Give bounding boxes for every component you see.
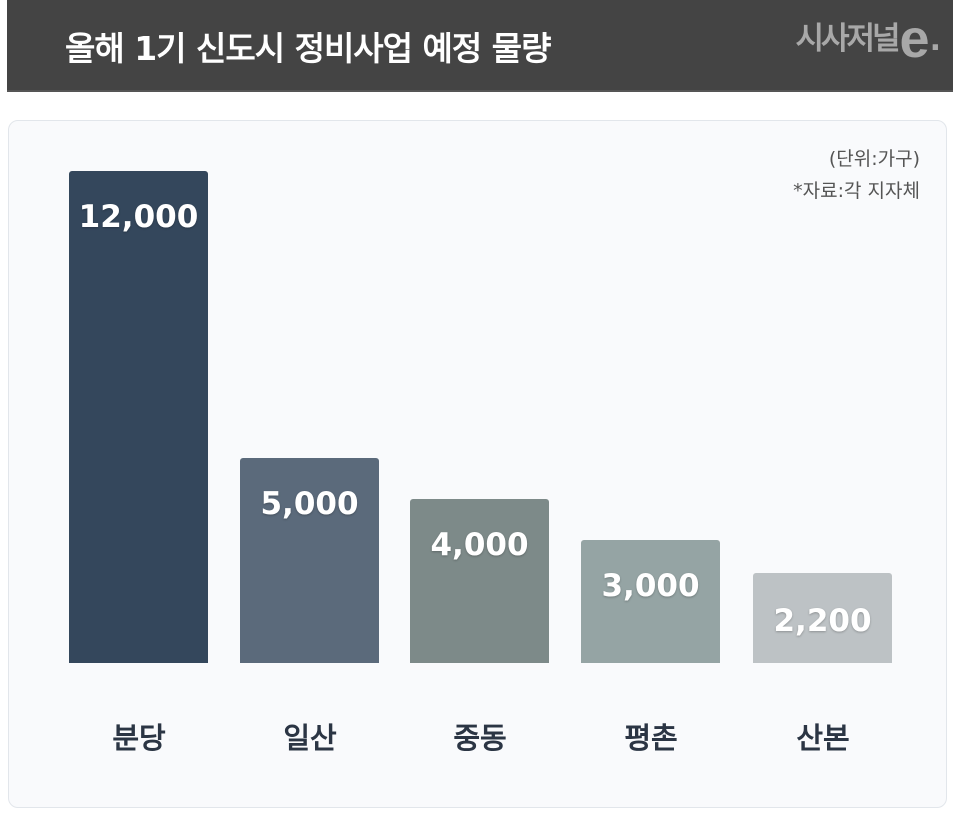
logo-dot: . xyxy=(929,23,941,58)
chart-card: (단위:가구) *자료:각 지자체 12,000 분당 5,000 일산 4,000 중동… xyxy=(8,120,947,808)
category-label: 평촌 xyxy=(624,721,678,755)
bar-1: 5,000 xyxy=(240,458,379,663)
chart-notes: (단위:가구) *자료:각 지자체 xyxy=(793,143,920,207)
publisher-logo: 시사저널 e . xyxy=(795,9,941,69)
unit-note: (단위:가구) xyxy=(828,148,920,170)
chart-header: 올해 1기 신도시 정비사업 예정 물량 시사저널 e . xyxy=(7,0,953,92)
bar-3: 3,000 xyxy=(581,540,720,663)
bar-4: 2,200 xyxy=(753,573,892,663)
bar-0: 12,000 xyxy=(69,171,208,663)
source-note: *자료:각 지자체 xyxy=(793,180,920,202)
logo-e-icon: e xyxy=(899,9,930,69)
bar-2: 4,000 xyxy=(410,499,549,663)
bar-value-label: 4,000 xyxy=(430,527,529,563)
bar-value-label: 3,000 xyxy=(601,568,700,604)
chart-title: 올해 1기 신도시 정비사업 예정 물량 xyxy=(65,29,551,68)
category-label: 중동 xyxy=(453,721,507,755)
category-label: 분당 xyxy=(112,721,166,755)
bar-value-label: 2,200 xyxy=(773,603,872,639)
bar-value-label: 5,000 xyxy=(260,486,359,522)
bar-value-label: 12,000 xyxy=(78,199,199,235)
category-label: 산본 xyxy=(796,721,850,755)
category-label: 일산 xyxy=(283,721,337,755)
logo-text: 시사저널 xyxy=(795,21,900,57)
